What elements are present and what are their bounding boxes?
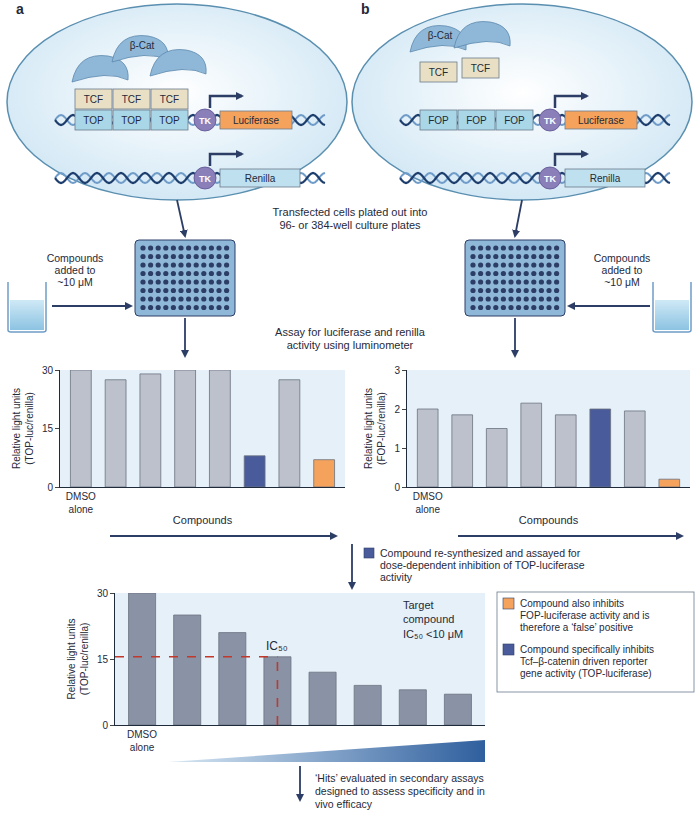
svg-text:Relative light units(TOP-luc/r: Relative light units(TOP-luc/renilla) — [66, 618, 90, 699]
svg-text:IC₅₀: IC₅₀ — [266, 639, 288, 653]
svg-text:Compounds: Compounds — [47, 252, 104, 264]
svg-text:~10 μM: ~10 μM — [57, 276, 93, 288]
svg-text:Renilla: Renilla — [245, 173, 276, 184]
svg-text:FOP: FOP — [504, 115, 525, 126]
svg-text:β-Cat: β-Cat — [130, 40, 155, 51]
svg-text:Compound specifically inhibits: Compound specifically inhibits — [520, 644, 654, 655]
svg-text:15: 15 — [97, 654, 109, 665]
svg-text:TCF: TCF — [160, 94, 179, 105]
svg-text:0: 0 — [394, 482, 400, 493]
svg-text:Luciferase: Luciferase — [578, 115, 625, 126]
svg-text:TK: TK — [199, 116, 211, 126]
svg-text:15: 15 — [42, 423, 54, 434]
svg-text:TargetcompoundIC₅₀ <10 μM: TargetcompoundIC₅₀ <10 μM — [403, 599, 463, 640]
svg-text:~10 μM: ~10 μM — [604, 276, 640, 288]
svg-text:gene activity (TOP-luciferase): gene activity (TOP-luciferase) — [520, 668, 652, 679]
svg-text:TK: TK — [199, 174, 211, 184]
svg-text:3: 3 — [394, 365, 400, 376]
svg-text:FOP: FOP — [428, 115, 449, 126]
svg-text:activity using luminometer: activity using luminometer — [287, 339, 414, 351]
svg-text:b: b — [361, 1, 370, 17]
svg-text:Compounds: Compounds — [594, 252, 651, 264]
svg-text:added to: added to — [602, 264, 643, 276]
svg-text:Tcf–β-catenin driven reporter: Tcf–β-catenin driven reporter — [520, 656, 648, 667]
svg-text:TK: TK — [544, 116, 556, 126]
svg-text:30: 30 — [42, 365, 54, 376]
svg-text:‘Hits’ evaluated in secondary: ‘Hits’ evaluated in secondary assays — [315, 772, 484, 784]
svg-text:TK: TK — [544, 174, 556, 184]
svg-text:vivo efficacy: vivo efficacy — [315, 798, 373, 810]
svg-text:Renilla: Renilla — [590, 173, 621, 184]
svg-text:TOP: TOP — [121, 115, 142, 126]
svg-text:dose-dependent inhibition of T: dose-dependent inhibition of TOP-lucifer… — [380, 559, 585, 571]
svg-text:DMSOalone: DMSOalone — [127, 729, 157, 753]
svg-text:TOP: TOP — [159, 115, 180, 126]
svg-text:Compound re-synthesized and as: Compound re-synthesized and assayed for — [380, 547, 581, 559]
svg-text:activity: activity — [380, 571, 413, 583]
svg-text:0: 0 — [47, 482, 53, 493]
svg-text:0: 0 — [102, 720, 108, 731]
svg-text:β-Cat: β-Cat — [428, 30, 453, 41]
svg-text:Transfected cells plated out i: Transfected cells plated out into — [273, 206, 428, 218]
svg-text:Compound also inhibits: Compound also inhibits — [520, 598, 624, 609]
svg-text:FOP: FOP — [466, 115, 487, 126]
svg-text:Compounds: Compounds — [519, 514, 579, 526]
svg-text:added to: added to — [55, 264, 96, 276]
svg-text:Luciferase: Luciferase — [233, 115, 280, 126]
svg-text:TCF: TCF — [84, 94, 103, 105]
svg-text:TCF: TCF — [122, 94, 141, 105]
svg-text:DMSOalone: DMSOalone — [413, 491, 443, 515]
svg-text:96- or 384-well culture plates: 96- or 384-well culture plates — [279, 219, 421, 231]
svg-text:therefore a ‘false’ positive: therefore a ‘false’ positive — [520, 622, 633, 633]
svg-text:Compounds: Compounds — [173, 514, 233, 526]
svg-text:TCF: TCF — [429, 67, 448, 78]
svg-text:30: 30 — [97, 588, 109, 599]
svg-text:DMSOalone: DMSOalone — [66, 491, 96, 515]
svg-text:a: a — [16, 1, 24, 17]
svg-text:Relative light units(FOP-luc/r: Relative light units(FOP-luc/renilla) — [363, 388, 387, 469]
svg-text:1: 1 — [394, 443, 400, 454]
svg-text:Relative light units(TOP-luc/r: Relative light units(TOP-luc/renilla) — [11, 388, 35, 469]
svg-text:2: 2 — [394, 404, 400, 415]
svg-text:TCF: TCF — [471, 63, 490, 74]
svg-text:TOP: TOP — [83, 115, 104, 126]
svg-text:designed to assess specificity: designed to assess specificity and in — [315, 785, 485, 797]
svg-text:FOP-luciferase activity and is: FOP-luciferase activity and is — [520, 610, 650, 621]
svg-text:Assay for luciferase and renil: Assay for luciferase and renilla — [275, 326, 426, 338]
